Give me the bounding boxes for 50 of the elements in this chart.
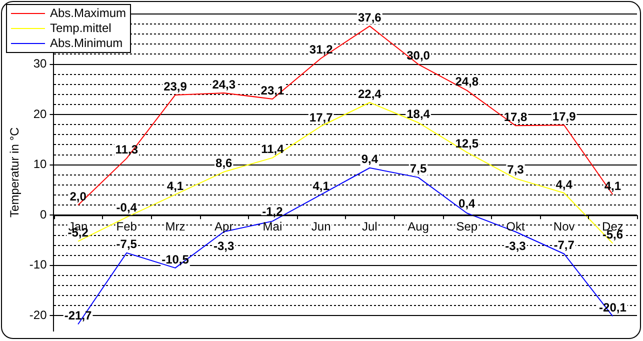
x-tick-label: Nov xyxy=(553,219,575,234)
y-tick-label: -20 xyxy=(29,308,48,322)
x-tick-label: Aug xyxy=(408,219,429,234)
data-label: 23,9 xyxy=(164,79,188,94)
data-label: -7,5 xyxy=(116,237,138,252)
x-tick-label: Okt xyxy=(506,219,526,234)
data-label: 17,8 xyxy=(504,110,528,124)
data-label: 31,2 xyxy=(309,42,334,57)
data-label: 9,4 xyxy=(361,152,378,166)
y-axis-title: Temperatur in °C xyxy=(8,126,22,218)
legend-label: Temp.mittel xyxy=(50,21,112,36)
data-label: 22,4 xyxy=(358,86,382,101)
y-tick-label: -10 xyxy=(29,258,48,272)
data-label: 24,3 xyxy=(212,77,236,92)
x-tick-label: Mai xyxy=(262,219,282,234)
x-tick-label: Feb xyxy=(116,219,138,234)
data-label: -3,3 xyxy=(505,239,526,254)
y-tick-label: 10 xyxy=(33,157,48,172)
data-label: 0,4 xyxy=(458,196,476,210)
data-label: 7,5 xyxy=(410,162,427,176)
data-label: 24,8 xyxy=(455,74,479,89)
data-label: 17,9 xyxy=(552,109,576,124)
data-label: 17,7 xyxy=(309,110,334,124)
x-tick-label: Mrz xyxy=(165,219,186,234)
data-label: -1,2 xyxy=(262,204,284,218)
data-label: 4,4 xyxy=(556,177,573,192)
data-label: 8,6 xyxy=(216,156,233,170)
data-label: -3,3 xyxy=(214,239,235,254)
data-label: 37,6 xyxy=(358,10,382,24)
data-label: 4,1 xyxy=(166,178,184,193)
data-label: 23,1 xyxy=(260,83,284,98)
data-label: -10,5 xyxy=(162,252,190,266)
y-tick-label: 30 xyxy=(33,56,48,71)
x-tick-label: Apr xyxy=(214,219,234,234)
legend-label: Abs.Maximum xyxy=(50,6,126,21)
data-label: 12,5 xyxy=(455,136,479,151)
legend-label: Abs.Minimum xyxy=(50,36,123,51)
data-label: 4,1 xyxy=(312,178,330,193)
x-tick-label: Jul xyxy=(362,219,378,234)
data-label: 30,0 xyxy=(406,48,430,63)
data-label: -7,7 xyxy=(554,238,575,252)
y-tick-label: 0 xyxy=(40,207,48,222)
x-tick-label: Jun xyxy=(311,219,331,234)
data-label: 18,4 xyxy=(406,106,430,121)
data-label: 2,0 xyxy=(70,189,87,204)
y-tick-label: 20 xyxy=(33,106,48,121)
data-label: -0,4 xyxy=(116,200,138,214)
data-label: 11,4 xyxy=(261,142,284,156)
data-label: 7,3 xyxy=(507,162,524,177)
x-tick-label: Sep xyxy=(456,219,478,234)
